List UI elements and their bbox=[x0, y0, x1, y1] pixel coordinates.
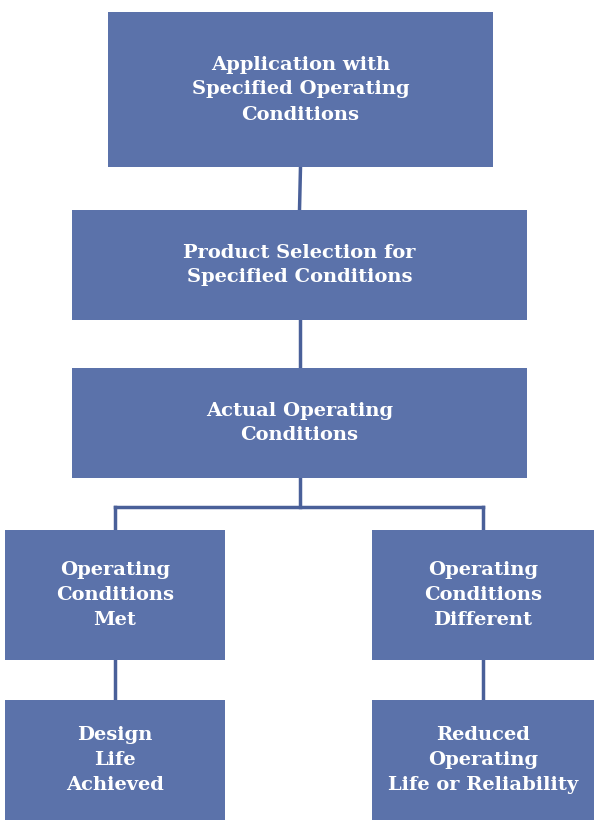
Text: Reduced
Operating
Life or Reliability: Reduced Operating Life or Reliability bbox=[388, 726, 578, 794]
Text: Operating
Conditions
Met: Operating Conditions Met bbox=[56, 561, 174, 629]
Bar bbox=[372, 530, 594, 660]
Text: Product Selection for
Specified Conditions: Product Selection for Specified Conditio… bbox=[183, 244, 416, 287]
Bar bbox=[108, 12, 493, 167]
Text: Application with
Specified Operating
Conditions: Application with Specified Operating Con… bbox=[191, 55, 409, 124]
Bar bbox=[5, 700, 225, 820]
Text: Actual Operating
Conditions: Actual Operating Conditions bbox=[206, 401, 393, 444]
Bar bbox=[372, 700, 594, 820]
Bar bbox=[5, 530, 225, 660]
Text: Design
Life
Achieved: Design Life Achieved bbox=[66, 726, 164, 794]
Bar bbox=[72, 368, 527, 478]
Text: Operating
Conditions
Different: Operating Conditions Different bbox=[424, 561, 542, 629]
Bar bbox=[72, 210, 527, 320]
